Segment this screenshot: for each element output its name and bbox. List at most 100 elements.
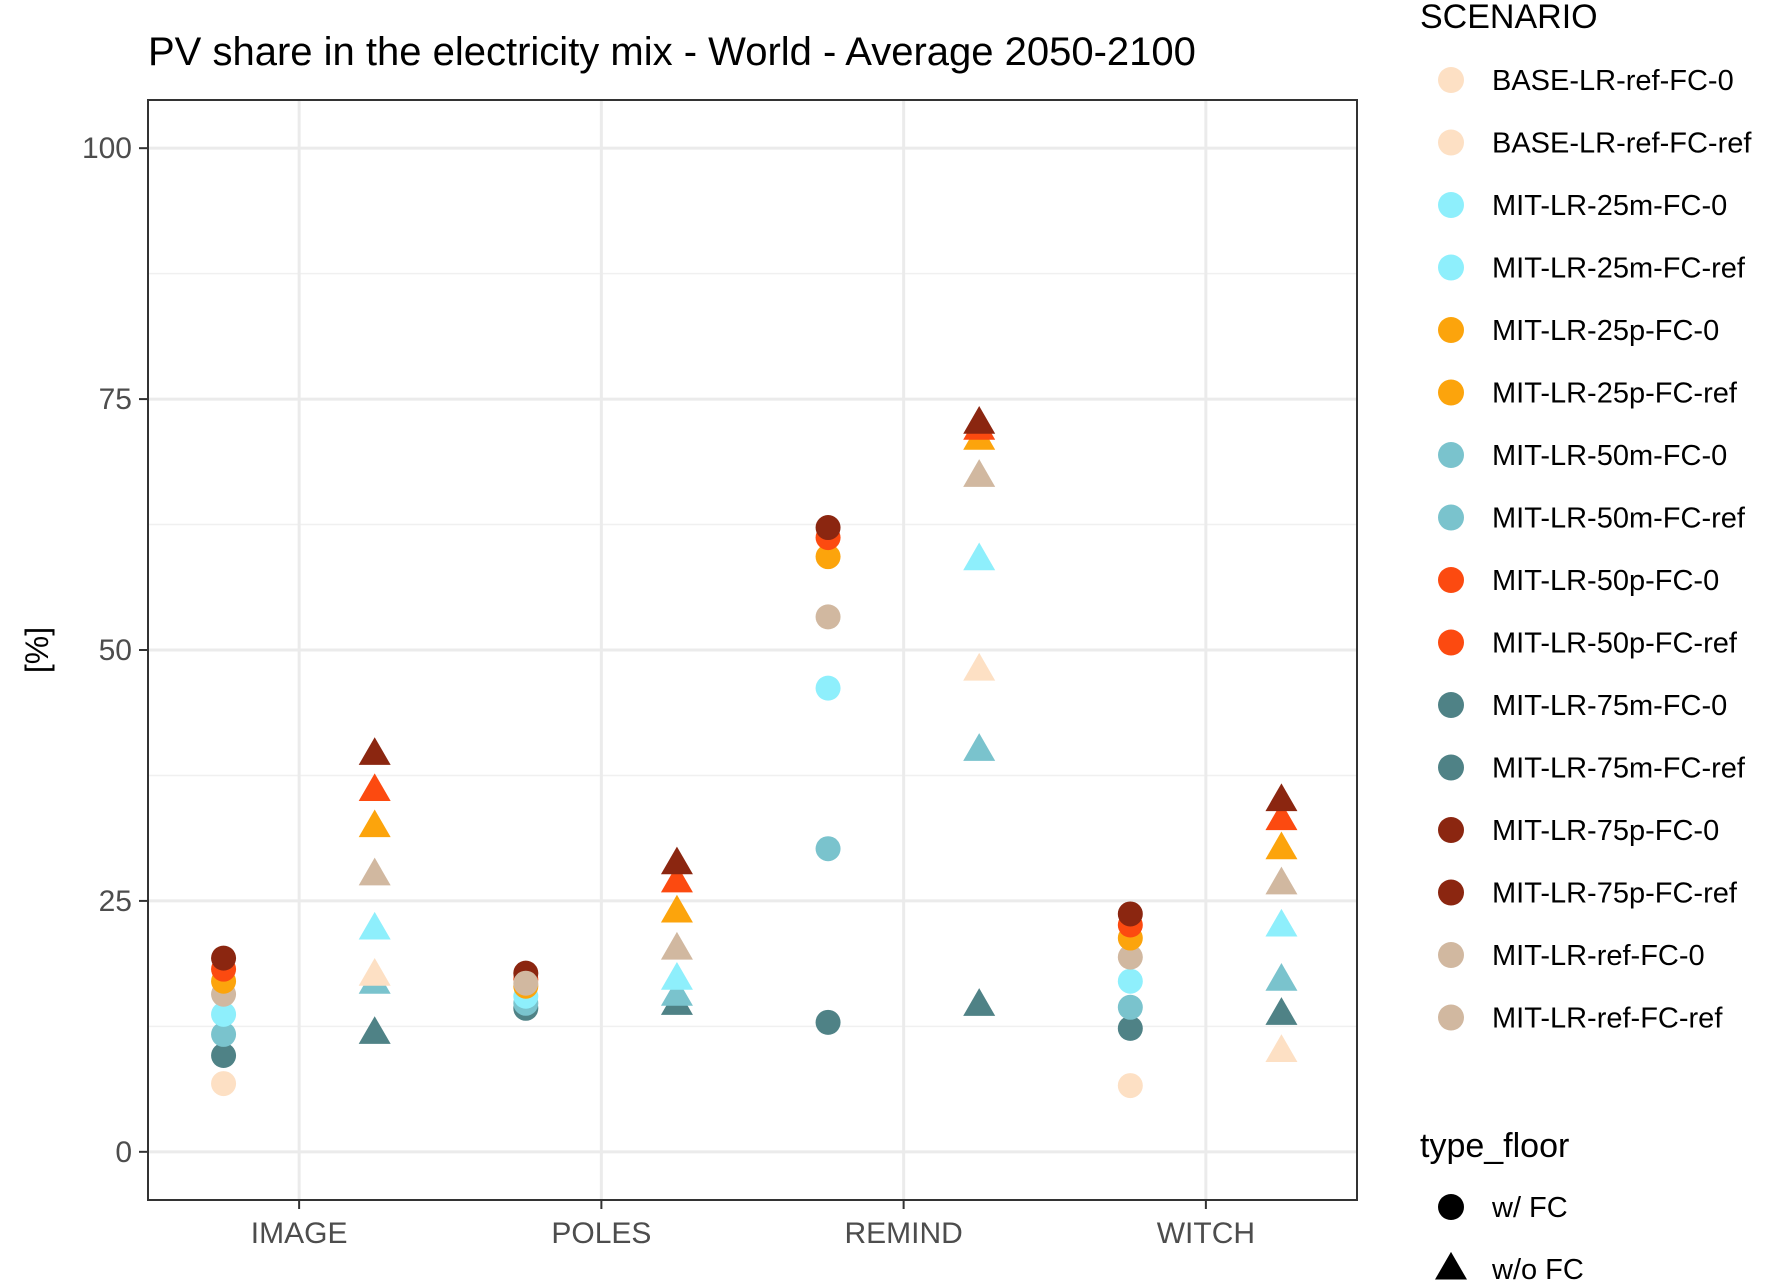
- data-point-triangle: [963, 542, 996, 571]
- legend-label: MIT-LR-ref-FC-0: [1492, 940, 1705, 972]
- data-point-triangle: [963, 652, 996, 681]
- data-point-triangle: [963, 988, 996, 1016]
- data-point-triangle: [1265, 802, 1298, 831]
- legend-label: MIT-LR-25p-FC-0: [1492, 315, 1719, 347]
- data-point-circle: [1117, 1073, 1143, 1099]
- data-point-triangle: [660, 846, 693, 875]
- data-point-circle: [1117, 901, 1143, 927]
- data-point-triangle: [660, 864, 693, 893]
- data-point-triangle: [1265, 783, 1298, 812]
- legend-key: [1438, 942, 1464, 968]
- legend-key: [1438, 254, 1464, 281]
- y-tick-label: 100: [82, 132, 132, 165]
- data-point-circle: [815, 515, 841, 541]
- legend-key: [1438, 629, 1464, 656]
- data-point-circle: [1117, 1015, 1143, 1041]
- data-point-circle: [815, 544, 841, 570]
- data-point-triangle: [358, 857, 391, 886]
- legend-label: BASE-LR-ref-FC-ref: [1492, 128, 1752, 160]
- y-axis-label: [%]: [19, 627, 55, 673]
- x-tick-label: IMAGE: [251, 1217, 348, 1250]
- data-point-triangle: [1265, 908, 1298, 937]
- legend-key: [1438, 192, 1464, 218]
- legend-key: [1438, 879, 1464, 906]
- y-tick-label: 0: [115, 1136, 132, 1169]
- data-point-triangle: [1265, 831, 1298, 860]
- x-tick-label: REMIND: [844, 1217, 962, 1250]
- legend-key: [1438, 317, 1464, 343]
- legend-key: [1438, 504, 1464, 531]
- legend-label: MIT-LR-25m-FC-0: [1492, 190, 1727, 222]
- data-point-triangle: [963, 733, 996, 761]
- y-tick-label: 25: [99, 885, 132, 918]
- data-point-triangle: [963, 459, 996, 487]
- legend-scenario: SCENARIO BASE-LR-ref-FC-0 BASE-LR-ref-FC-…: [1420, 0, 1752, 1035]
- legend-label: MIT-LR-50p-FC-0: [1492, 565, 1719, 597]
- legend-key: [1438, 442, 1464, 468]
- data-point-triangle: [1265, 866, 1298, 895]
- y-tick-label: 50: [99, 634, 132, 667]
- data-point-triangle: [660, 962, 693, 990]
- legend-scenario-title: SCENARIO: [1420, 0, 1598, 36]
- data-point-triangle: [1265, 997, 1298, 1025]
- legend-key: [1438, 754, 1464, 781]
- data-point-circle: [815, 604, 841, 630]
- data-point-circle: [1117, 968, 1143, 994]
- data-point-circle: [513, 970, 539, 996]
- legend-label: MIT-LR-ref-FC-ref: [1492, 1003, 1723, 1035]
- legend-label: MIT-LR-25p-FC-ref: [1492, 378, 1738, 410]
- x-tick-label: POLES: [551, 1217, 651, 1250]
- legend-key: [1438, 567, 1464, 593]
- data-point-circle: [211, 1001, 237, 1027]
- legend-key-triangle: [1435, 1251, 1467, 1280]
- legend-key-circle: [1438, 1194, 1464, 1220]
- data-point-triangle: [358, 809, 391, 838]
- data-point-triangle: [963, 405, 996, 434]
- data-point-circle: [815, 836, 841, 862]
- legend-key: [1438, 692, 1464, 718]
- data-point-circle: [815, 1009, 841, 1035]
- data-point-triangle: [358, 911, 391, 940]
- x-axis: IMAGE POLES REMIND WITCH: [251, 1200, 1255, 1250]
- chart-title: PV share in the electricity mix - World …: [148, 30, 1196, 74]
- x-tick-label: WITCH: [1157, 1217, 1255, 1250]
- data-points: [211, 405, 1298, 1099]
- data-point-circle: [1117, 994, 1143, 1020]
- data-point-circle: [211, 945, 237, 971]
- data-point-triangle: [660, 978, 693, 1006]
- legend-type-floor-title: type_floor: [1420, 1127, 1569, 1165]
- legend-key: [1438, 1004, 1464, 1031]
- data-point-triangle: [1265, 1034, 1298, 1062]
- legend-label: MIT-LR-50m-FC-ref: [1492, 503, 1746, 535]
- legend-label: w/o FC: [1491, 1254, 1584, 1280]
- data-point-circle: [815, 675, 841, 701]
- data-point-circle: [211, 1042, 237, 1068]
- legend-key: [1438, 379, 1464, 406]
- data-point-triangle: [1265, 963, 1298, 991]
- data-point-circle: [211, 1021, 237, 1047]
- legend-label: w/ FC: [1491, 1192, 1568, 1224]
- legend-label: MIT-LR-25m-FC-ref: [1492, 253, 1746, 285]
- legend-key: [1438, 67, 1464, 93]
- data-point-circle: [211, 1071, 237, 1097]
- legend-key: [1438, 817, 1464, 843]
- legend-label: MIT-LR-50p-FC-ref: [1492, 628, 1738, 660]
- legend-label: MIT-LR-75p-FC-0: [1492, 815, 1719, 847]
- legend-label: BASE-LR-ref-FC-0: [1492, 65, 1734, 97]
- legend-type-floor: type_floor w/ FC w/o FC: [1420, 1127, 1584, 1280]
- legend-label: MIT-LR-75m-FC-ref: [1492, 753, 1746, 785]
- data-point-triangle: [358, 958, 391, 986]
- data-point-triangle: [358, 773, 391, 802]
- data-point-circle: [1117, 944, 1143, 970]
- legend-key: [1438, 129, 1464, 156]
- data-point-triangle: [660, 931, 693, 960]
- legend-label: MIT-LR-75p-FC-ref: [1492, 878, 1738, 910]
- grid-lines: [148, 100, 1357, 1200]
- y-tick-label: 75: [99, 383, 132, 416]
- y-axis: 0 25 50 75 100: [82, 132, 148, 1169]
- data-point-triangle: [358, 1016, 391, 1044]
- data-point-triangle: [358, 737, 391, 765]
- data-point-triangle: [660, 894, 693, 923]
- legend-label: MIT-LR-75m-FC-0: [1492, 690, 1727, 722]
